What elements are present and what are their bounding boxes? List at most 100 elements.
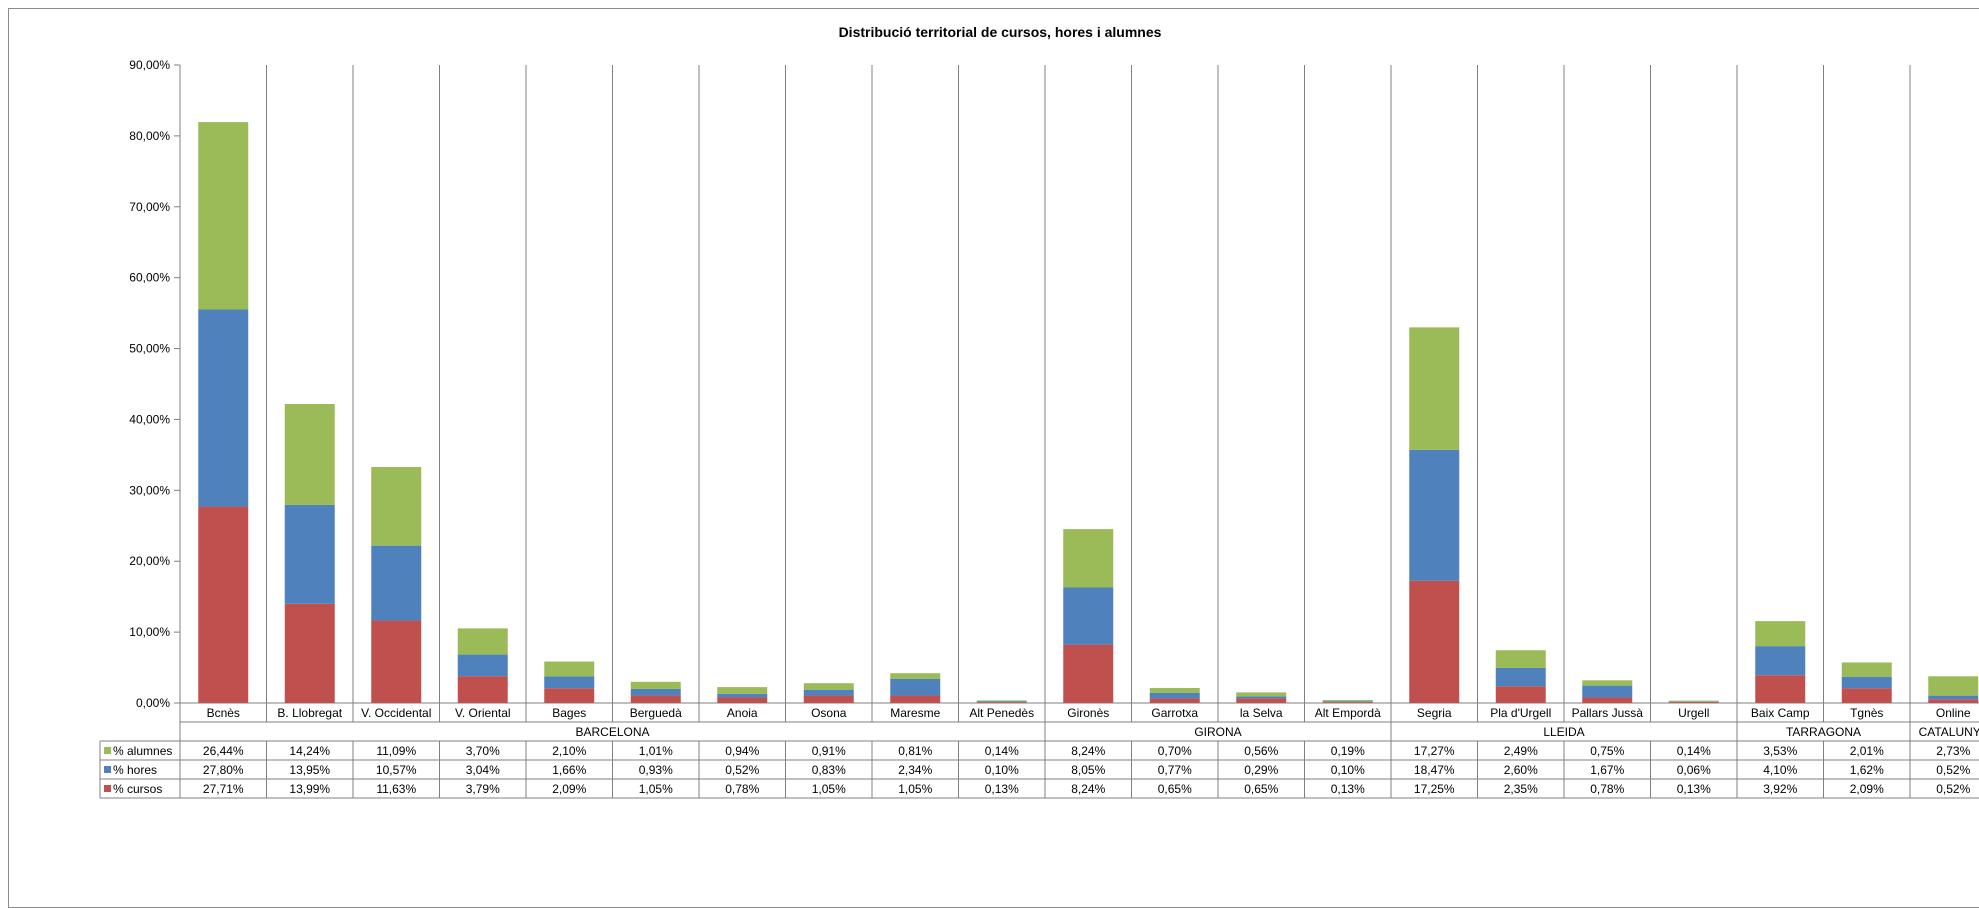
x-group-label: CATALUNYA xyxy=(1919,725,1979,739)
data-label: 1,62% xyxy=(1850,763,1884,777)
bar-cursos-bages xyxy=(544,688,594,703)
data-label: 3,79% xyxy=(466,782,500,796)
legend-key-hores xyxy=(104,766,111,773)
bar-alumnes-online xyxy=(1928,676,1978,695)
bar-alumnes-pallars-juss xyxy=(1582,680,1632,685)
bar-cursos-pla-d-urgell xyxy=(1496,686,1546,703)
legend-label: % alumnes xyxy=(113,744,172,758)
data-label: 2,09% xyxy=(552,782,586,796)
data-label: 0,70% xyxy=(1158,744,1192,758)
x-category-label: Anoia xyxy=(727,706,758,720)
x-category-label: Tgnès xyxy=(1850,706,1883,720)
x-category-label: la Selva xyxy=(1240,706,1283,720)
data-label: 0,13% xyxy=(985,782,1019,796)
x-category-label: Alt Penedès xyxy=(969,706,1034,720)
data-label: 2,01% xyxy=(1850,744,1884,758)
bar-hores-bages xyxy=(544,676,594,688)
data-label: 0,75% xyxy=(1590,744,1624,758)
x-category-label: Maresme xyxy=(890,706,940,720)
bar-cursos-alt-empord xyxy=(1323,702,1373,703)
data-label: 1,05% xyxy=(639,782,673,796)
y-axis: 0,00%10,00%20,00%30,00%40,00%50,00%60,00… xyxy=(129,58,180,710)
bar-hores-baix-camp xyxy=(1755,646,1805,675)
bar-hores-maresme xyxy=(890,679,940,696)
data-label: 0,13% xyxy=(1677,782,1711,796)
bar-hores-pla-d-urgell xyxy=(1496,668,1546,686)
data-label: 17,27% xyxy=(1414,744,1455,758)
x-group-label: LLEIDA xyxy=(1543,725,1584,739)
x-group-label: BARCELONA xyxy=(575,725,649,739)
bar-alumnes-v-oriental xyxy=(458,628,508,654)
bar-cursos-anoia xyxy=(717,697,767,703)
bar-hores-tgn-s xyxy=(1842,677,1892,688)
x-category-label: Berguedà xyxy=(630,706,682,720)
y-tick-label: 30,00% xyxy=(129,483,170,497)
data-label: 0,52% xyxy=(725,763,759,777)
data-label: 0,65% xyxy=(1158,782,1192,796)
bar-alumnes-garrotxa xyxy=(1150,688,1200,693)
legend-label: % cursos xyxy=(113,782,162,796)
bar-hores-la-selva xyxy=(1236,696,1286,698)
bar-hores-bergued xyxy=(631,689,681,696)
data-label: 2,49% xyxy=(1504,744,1538,758)
x-category-label: Segria xyxy=(1417,706,1452,720)
bar-cursos-giron-s xyxy=(1063,645,1113,703)
bar-cursos-la-selva xyxy=(1236,698,1286,703)
bar-cursos-online xyxy=(1928,699,1978,703)
data-label: 3,53% xyxy=(1763,744,1797,758)
bar-alumnes-anoia xyxy=(717,687,767,694)
bar-hores-osona xyxy=(804,690,854,696)
data-label: 0,52% xyxy=(1936,763,1970,777)
data-label: 13,95% xyxy=(289,763,330,777)
data-label: 8,05% xyxy=(1071,763,1105,777)
bar-alumnes-alt-empord xyxy=(1323,700,1373,701)
bar-alumnes-bergued xyxy=(631,682,681,689)
data-label: 0,91% xyxy=(812,744,846,758)
bar-alumnes-la-selva xyxy=(1236,692,1286,696)
data-label: 0,93% xyxy=(639,763,673,777)
bar-cursos-maresme xyxy=(890,696,940,703)
x-category-label: Urgell xyxy=(1678,706,1709,720)
bar-alumnes-pla-d-urgell xyxy=(1496,650,1546,668)
x-category-label: Baix Camp xyxy=(1751,706,1810,720)
bar-cursos-tgn-s xyxy=(1842,688,1892,703)
data-label: 2,10% xyxy=(552,744,586,758)
data-label: 0,14% xyxy=(1677,744,1711,758)
data-label: 27,71% xyxy=(203,782,244,796)
bar-hores-garrotxa xyxy=(1150,693,1200,698)
x-group-label: TARRAGONA xyxy=(1786,725,1861,739)
y-tick-label: 50,00% xyxy=(129,342,170,356)
bar-alumnes-osona xyxy=(804,683,854,689)
bar-cursos-bcn-s xyxy=(198,507,248,703)
data-label: 1,67% xyxy=(1590,763,1624,777)
legend-key-cursos xyxy=(104,785,111,792)
data-label: 0,52% xyxy=(1936,782,1970,796)
x-category-label: Osona xyxy=(811,706,847,720)
bar-alumnes-urgell xyxy=(1669,701,1719,702)
bar-hores-v-occidental xyxy=(371,546,421,621)
x-category-label: Pla d'Urgell xyxy=(1490,706,1551,720)
data-label: 0,10% xyxy=(1331,763,1365,777)
data-label: 1,66% xyxy=(552,763,586,777)
bar-cursos-bergued xyxy=(631,696,681,703)
data-label: 2,35% xyxy=(1504,782,1538,796)
legend-label: % hores xyxy=(113,763,157,777)
data-label: 8,24% xyxy=(1071,782,1105,796)
bar-hores-bcn-s xyxy=(198,309,248,506)
bar-alumnes-bages xyxy=(544,662,594,677)
bar-cursos-baix-camp xyxy=(1755,675,1805,703)
data-label: 0,06% xyxy=(1677,763,1711,777)
bar-hores-giron-s xyxy=(1063,588,1113,645)
data-label: 13,99% xyxy=(289,782,330,796)
bar-hores-alt-empord xyxy=(1323,701,1373,702)
x-category-label: V. Oriental xyxy=(455,706,511,720)
data-label: 0,14% xyxy=(985,744,1019,758)
x-group-label: GIRONA xyxy=(1194,725,1241,739)
data-label: 1,01% xyxy=(639,744,673,758)
x-category-label: Bages xyxy=(552,706,586,720)
x-category-label: Online xyxy=(1936,706,1971,720)
bar-alumnes-bcn-s xyxy=(198,122,248,309)
data-label: 0,81% xyxy=(898,744,932,758)
data-label: 0,65% xyxy=(1244,782,1278,796)
